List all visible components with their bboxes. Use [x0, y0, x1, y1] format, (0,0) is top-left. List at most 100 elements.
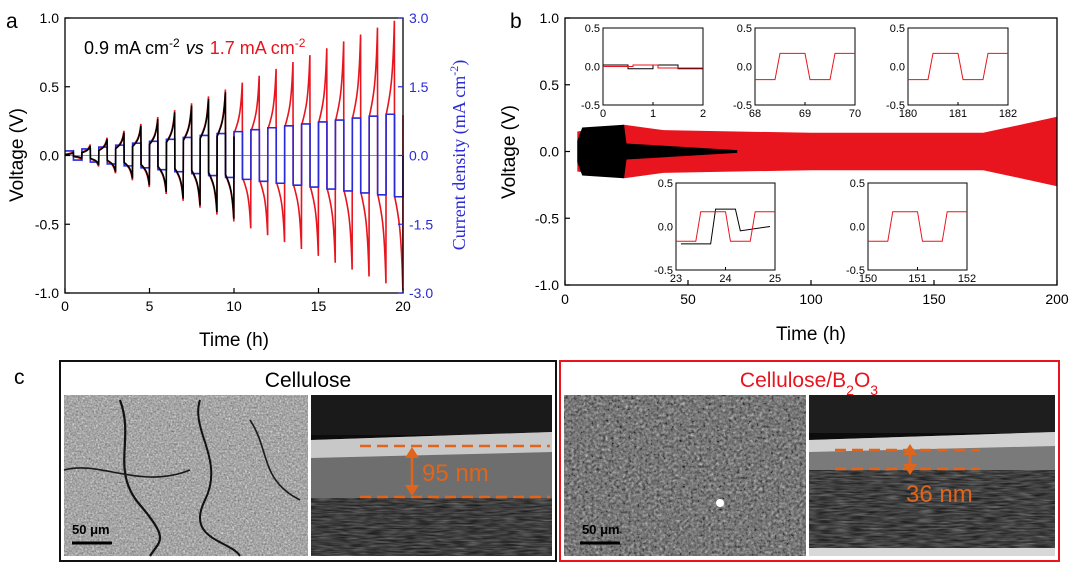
x-tick-label: 20: [395, 298, 411, 314]
y2-tick-label: -3.0: [409, 285, 433, 301]
y2-tick-label: 3.0: [409, 10, 429, 26]
x-tick-label: 10: [226, 298, 242, 314]
panel-a-x-ticks: 0 5 10 15 20: [61, 288, 411, 314]
inset-x-tick-label: 181: [949, 108, 967, 120]
inset-x-tick-label: 24: [719, 273, 731, 285]
y-tick-label: 0.0: [40, 148, 60, 164]
inset-x-tick-label: 25: [769, 273, 781, 285]
cellulose-thickness: 95 nm: [422, 460, 489, 487]
panel-c: c Cellulose: [14, 360, 1060, 562]
panel-b-letter: b: [510, 10, 522, 33]
panel-a: a 0 5 10 15 20 -1.0 -0.5 0.0 0.5 1.0 -3.0 -1.5 0.0…: [6, 10, 470, 351]
x-tick-label: 100: [799, 291, 823, 307]
y-tick-label: -1.0: [35, 285, 59, 301]
inset-y-tick-label: -0.5: [846, 265, 865, 277]
inset-y-tick-label: 0.5: [737, 23, 752, 35]
y2-tick-label: 1.5: [409, 79, 429, 95]
panel-a-legend: 0.9 mA cm-2 vs 1.7 mA cm-2: [84, 36, 306, 58]
inset-frame: [907, 27, 1009, 106]
panel-c-letter: c: [14, 366, 25, 389]
inset-0-2: 0.5 0.0 -0.50 1 2: [581, 23, 706, 120]
cellulose-sem-top-view: 50 μm: [63, 395, 308, 557]
panel-a-y2-ticks: -3.0 -1.5 0.0 1.5 3.0: [398, 10, 433, 301]
inset-y-tick-label: -0.5: [581, 100, 600, 112]
inset-red-trace: [755, 52, 855, 81]
x-tick-label: 15: [311, 298, 327, 314]
y-tick-label: 0.5: [40, 79, 60, 95]
inset-23-25: 0.5 0.0 -0.523 24 25: [654, 178, 781, 285]
inset-x-tick-label: 23: [670, 273, 682, 285]
inset-x-tick-label: 2: [700, 108, 706, 120]
y-tick-label: -0.5: [35, 216, 59, 232]
inset-x-tick-label: 182: [999, 108, 1017, 120]
inset-x-tick-label: 180: [899, 108, 917, 120]
x-tick-label: 0: [561, 291, 569, 307]
panel-a-x-label: Time (h): [199, 330, 269, 351]
inset-x-tick-label: 152: [958, 273, 976, 285]
panel-b-x-ticks: 0 50 100 150 200: [561, 280, 1069, 307]
inset-y-tick-label: 0.5: [850, 178, 865, 190]
x-tick-label: 150: [922, 291, 946, 307]
panel-b-x-label: Time (h): [776, 324, 846, 345]
panel-a-letter: a: [6, 10, 18, 33]
x-tick-label: 50: [680, 291, 696, 307]
y2-tick-label: -1.5: [409, 216, 433, 232]
y-tick-label: 1.0: [540, 10, 560, 26]
inset-x-tick-label: 68: [749, 108, 761, 120]
cellulose-b2o3-sem-top-view: 50 μm: [564, 395, 806, 556]
panel-a-series: [64, 20, 404, 291]
inset-y-tick-label: -0.5: [733, 100, 752, 112]
inset-y-tick-label: 0.5: [890, 23, 905, 35]
panel-a-y-label: Voltage (V): [7, 108, 28, 202]
inset-y-tick-label: 0.0: [658, 222, 673, 234]
cellulose-scale-bar: 50 μm: [72, 522, 110, 537]
panel-b: b 0 50 100 150 200 -1.0 -0.5 0.0 0.5 1.0 Time (h…: [499, 10, 1069, 345]
series-black-voltage: [64, 92, 235, 219]
x-tick-label: 200: [1045, 291, 1069, 307]
inset-y-tick-label: 0.0: [850, 222, 865, 234]
cellulose-title: Cellulose: [265, 369, 351, 392]
inset-68-70: 0.5 0.0 -0.568 69 70: [733, 23, 861, 120]
inset-red-trace: [603, 64, 703, 69]
y-tick-label: -1.0: [535, 277, 559, 293]
y-tick-label: 0.5: [540, 77, 560, 93]
inset-red-trace: [676, 211, 775, 242]
inset-y-tick-label: 0.0: [890, 62, 905, 74]
y-tick-label: 1.0: [40, 10, 60, 26]
x-tick-label: 0: [61, 298, 69, 314]
cellulose-sem-cross-section: 95 nm: [311, 395, 552, 556]
inset-y-tick-label: 0.5: [658, 178, 673, 190]
x-tick-label: 5: [146, 298, 154, 314]
inset-x-tick-label: 1: [650, 108, 656, 120]
inset-frame: [675, 182, 776, 271]
inset-frame: [867, 182, 968, 271]
series-black-band: [577, 124, 738, 179]
y-tick-label: 0.0: [540, 144, 560, 160]
panel-b-y-ticks: -1.0 -0.5 0.0 0.5 1.0: [535, 10, 570, 293]
inset-red-trace: [908, 52, 1008, 81]
panel-b-y-label: Voltage (V): [499, 105, 520, 199]
panel-b-series: [577, 116, 1057, 187]
inset-x-tick-label: 69: [799, 108, 811, 120]
inset-x-tick-label: 150: [859, 273, 877, 285]
inset-frame: [754, 27, 856, 106]
cellulose-b2o3-thickness: 36 nm: [906, 481, 973, 508]
cellulose-b2o3-scale-bar: 50 μm: [582, 522, 620, 537]
inset-y-tick-label: 0.5: [585, 23, 600, 35]
inset-red-trace: [868, 211, 967, 242]
inset-y-tick-label: -0.5: [886, 100, 905, 112]
y2-tick-label: 0.0: [409, 148, 429, 164]
inset-x-tick-label: 70: [849, 108, 861, 120]
panel-a-y2-label: Current density (mA cm-2): [447, 60, 470, 250]
cellulose-b2o3-title: Cellulose/B2O3: [740, 369, 878, 398]
inset-y-tick-label: -0.5: [654, 265, 673, 277]
inset-x-tick-label: 0: [600, 108, 606, 120]
cellulose-b2o3-sem-cross-section: 36 nm: [809, 395, 1055, 556]
inset-x-tick-label: 151: [908, 273, 926, 285]
panel-a-y-ticks: -1.0 -0.5 0.0 0.5 1.0: [35, 10, 70, 301]
y-tick-label: -0.5: [535, 210, 559, 226]
inset-black-trace: [680, 208, 771, 245]
